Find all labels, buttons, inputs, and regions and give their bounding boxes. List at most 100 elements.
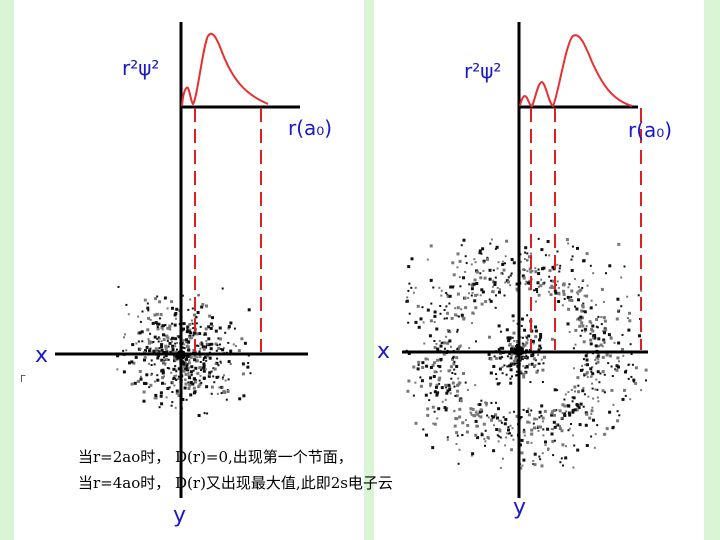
cloud-dot bbox=[577, 293, 580, 296]
cloud-dot bbox=[490, 415, 493, 417]
cloud-dot bbox=[202, 347, 206, 351]
cloud-dot bbox=[495, 401, 497, 404]
cloud-dot bbox=[124, 333, 126, 336]
cloud-dot bbox=[539, 335, 543, 339]
cloud-dot bbox=[505, 373, 508, 376]
cloud-dot bbox=[592, 272, 595, 275]
cloud-dot bbox=[207, 337, 211, 341]
cloud-dot bbox=[573, 367, 575, 370]
cloud-dot bbox=[176, 335, 179, 338]
cloud-dot bbox=[405, 299, 409, 303]
cloud-dot bbox=[533, 452, 537, 456]
cloud-dot bbox=[426, 413, 430, 417]
left-rlabel: r(a₀) bbox=[288, 116, 332, 140]
cloud-dot bbox=[473, 299, 477, 303]
cloud-dot bbox=[561, 443, 565, 447]
cloud-dot bbox=[522, 268, 525, 271]
cloud-dot bbox=[160, 343, 164, 347]
cloud-dot bbox=[618, 414, 621, 417]
cloud-dot bbox=[458, 259, 462, 263]
cloud-dot bbox=[426, 308, 430, 312]
cloud-dot bbox=[596, 360, 600, 364]
cloud-dot bbox=[466, 388, 469, 391]
cloud-dot bbox=[157, 322, 161, 326]
cloud-dot bbox=[474, 306, 478, 310]
cloud-dot bbox=[144, 349, 147, 353]
cloud-dot bbox=[161, 328, 164, 331]
cloud-dot bbox=[522, 365, 525, 368]
cloud-dot bbox=[195, 332, 199, 336]
cloud-dot bbox=[446, 389, 450, 393]
cloud-dot bbox=[148, 349, 151, 353]
cloud-dot bbox=[184, 378, 187, 381]
cloud-dot bbox=[419, 317, 423, 321]
cloud-dot bbox=[487, 416, 490, 419]
cloud-dot bbox=[603, 340, 606, 343]
cloud-dot bbox=[604, 328, 608, 332]
cloud-dot bbox=[217, 364, 220, 367]
cloud-dot bbox=[540, 404, 544, 408]
cloud-dot bbox=[578, 423, 582, 427]
cloud-dot bbox=[467, 296, 470, 299]
cloud-dot bbox=[512, 362, 516, 366]
cloud-dot bbox=[488, 335, 491, 339]
cloud-dot bbox=[174, 365, 177, 368]
cloud-dot bbox=[183, 347, 186, 350]
cloud-dot bbox=[163, 356, 165, 359]
cloud-dot bbox=[496, 382, 500, 386]
cloud-dot bbox=[644, 368, 648, 372]
cloud-dot bbox=[172, 367, 176, 371]
cloud-dot bbox=[208, 314, 212, 318]
cloud-dot bbox=[585, 358, 589, 362]
cloud-dot bbox=[430, 302, 433, 305]
cloud-dot bbox=[478, 249, 482, 253]
cloud-dot bbox=[515, 374, 518, 377]
cloud-dot bbox=[166, 387, 170, 390]
cloud-dot bbox=[595, 378, 598, 381]
cloud-dot bbox=[512, 438, 515, 441]
cloud-dot bbox=[585, 373, 588, 376]
cloud-dot bbox=[530, 441, 533, 444]
cloud-dot bbox=[583, 372, 586, 376]
cloud-dot bbox=[152, 349, 156, 353]
cloud-dot bbox=[479, 276, 483, 280]
cloud-dot bbox=[211, 316, 214, 320]
cloud-dot bbox=[187, 381, 190, 384]
cloud-dot bbox=[497, 261, 500, 264]
cloud-dot bbox=[505, 328, 509, 332]
cloud-dot bbox=[601, 370, 605, 374]
cloud-dot bbox=[495, 377, 498, 380]
cloud-dot bbox=[520, 372, 523, 375]
cloud-dot bbox=[554, 291, 558, 295]
left-x-label: x bbox=[35, 343, 48, 368]
cloud-dot bbox=[198, 332, 202, 336]
cloud-dot bbox=[202, 369, 206, 373]
cloud-dot bbox=[584, 363, 587, 366]
cloud-dot bbox=[483, 276, 487, 280]
cloud-dot bbox=[210, 392, 213, 395]
cloud-dot bbox=[463, 296, 467, 300]
cloud-dot bbox=[460, 313, 464, 317]
cloud-dot bbox=[537, 272, 541, 275]
cloud-dot bbox=[623, 388, 626, 392]
cloud-dot bbox=[537, 353, 540, 356]
cloud-dot bbox=[590, 322, 593, 325]
cloud-dot bbox=[522, 375, 526, 379]
cloud-dot bbox=[522, 372, 526, 376]
cloud-dot bbox=[579, 315, 583, 319]
cloud-dot bbox=[520, 324, 523, 327]
cloud-dot bbox=[590, 375, 592, 378]
cloud-dot bbox=[593, 336, 597, 340]
cloud-dot bbox=[465, 262, 468, 265]
cloud-dot bbox=[429, 382, 433, 386]
cloud-dot bbox=[626, 295, 629, 298]
cloud-dot bbox=[241, 362, 245, 366]
cloud-dot bbox=[584, 423, 588, 427]
cloud-dot bbox=[449, 331, 452, 334]
cloud-dot bbox=[511, 349, 513, 352]
cloud-dot bbox=[433, 310, 437, 314]
cloud-dot bbox=[511, 362, 514, 365]
cloud-dot bbox=[210, 370, 213, 373]
cloud-dot bbox=[448, 302, 451, 305]
cloud-dot bbox=[488, 268, 492, 272]
